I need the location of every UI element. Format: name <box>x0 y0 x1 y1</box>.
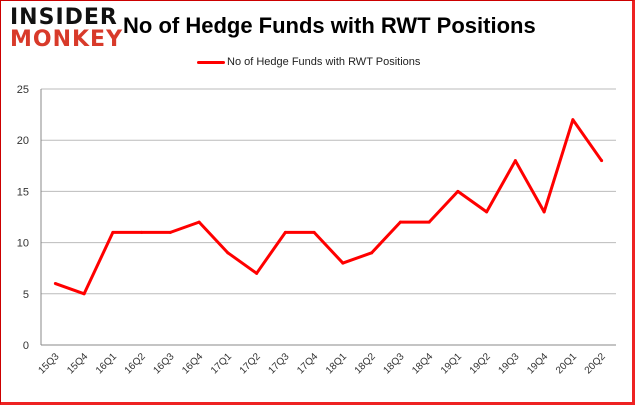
x-tick-label: 16Q2 <box>123 351 148 376</box>
x-tick-label: 19Q2 <box>468 351 493 376</box>
x-tick-label: 18Q4 <box>410 351 435 376</box>
data-point <box>571 118 575 122</box>
y-tick-label: 10 <box>17 238 29 250</box>
legend-label: No of Hedge Funds with RWT Positions <box>227 56 421 68</box>
data-point <box>255 271 259 275</box>
data-point <box>427 220 431 224</box>
x-tick-label: 18Q2 <box>353 351 378 376</box>
x-tick-label: 18Q3 <box>381 351 406 376</box>
data-point <box>283 230 287 234</box>
x-tick-label: 18Q1 <box>324 351 349 376</box>
data-point <box>370 251 374 255</box>
data-point <box>312 230 316 234</box>
x-tick-label: 20Q1 <box>554 351 579 376</box>
insider-monkey-logo: INSIDER MONKEY <box>10 7 123 51</box>
y-tick-label: 20 <box>17 135 29 147</box>
data-point <box>341 261 345 265</box>
data-point <box>600 159 604 163</box>
legend: No of Hedge Funds with RWT Positions <box>197 56 420 68</box>
x-tick-label: 16Q3 <box>151 351 176 376</box>
data-point <box>168 230 172 234</box>
x-tick-label: 15Q4 <box>65 351 90 376</box>
logo-line2: MONKEY <box>10 27 124 52</box>
data-point <box>82 292 86 296</box>
x-tick-label: 17Q1 <box>209 351 234 376</box>
x-tick-label: 16Q1 <box>94 351 119 376</box>
x-tick-label: 19Q3 <box>496 351 521 376</box>
legend-swatch <box>197 60 225 64</box>
y-tick-label: 15 <box>17 186 29 198</box>
y-tick-label: 5 <box>23 289 29 301</box>
y-tick-label: 0 <box>23 340 29 352</box>
x-tick-label: 17Q3 <box>266 351 291 376</box>
data-point <box>456 189 460 193</box>
x-tick-label: 20Q2 <box>583 351 608 376</box>
data-point <box>53 282 57 286</box>
x-tick-label: 15Q3 <box>36 351 61 376</box>
data-point <box>226 251 230 255</box>
x-tick-label: 17Q2 <box>238 351 263 376</box>
x-tick-label: 16Q4 <box>180 351 205 376</box>
data-point <box>140 230 144 234</box>
logo-line1: INSIDER <box>10 5 118 30</box>
data-point <box>111 230 115 234</box>
y-tick-label: 25 <box>17 84 29 96</box>
data-point <box>542 210 546 214</box>
x-tick-label: 17Q4 <box>295 351 320 376</box>
data-point <box>485 210 489 214</box>
x-tick-label: 19Q1 <box>439 351 464 376</box>
data-point <box>197 220 201 224</box>
data-point <box>398 220 402 224</box>
data-point <box>513 159 517 163</box>
series-line <box>54 118 603 296</box>
x-tick-label: 19Q4 <box>525 351 550 376</box>
chart-title: No of Hedge Funds with RWT Positions <box>123 13 536 38</box>
